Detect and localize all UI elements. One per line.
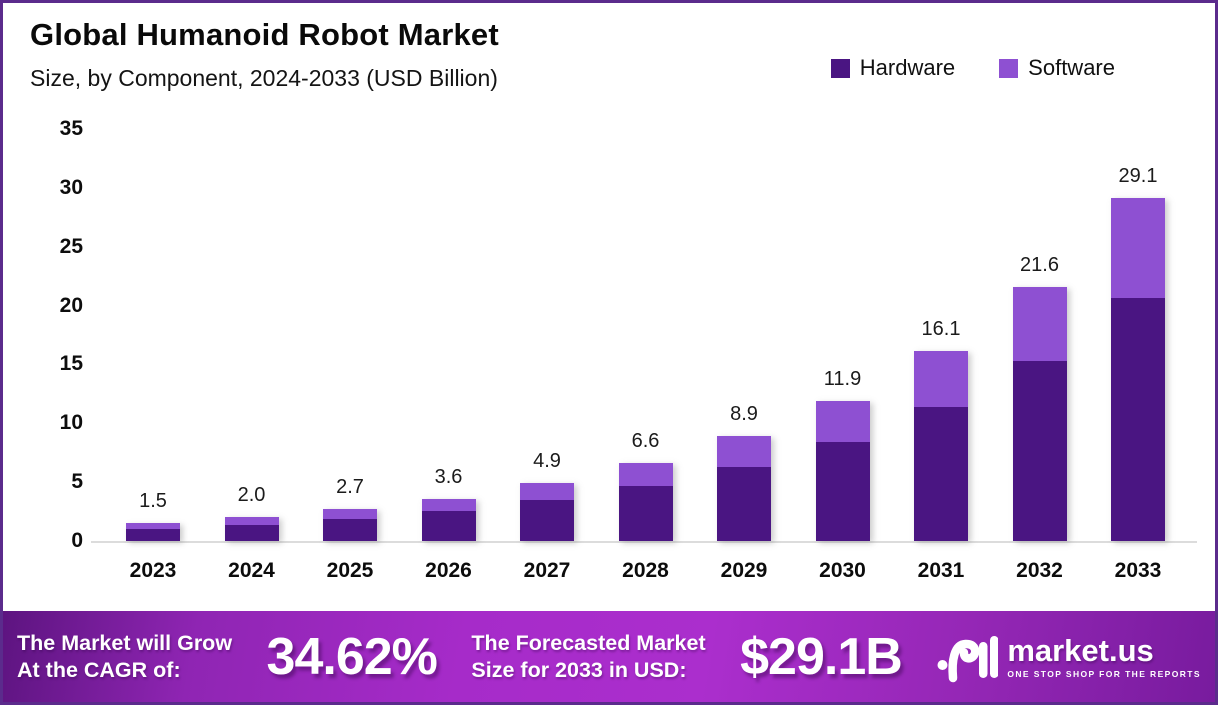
bar-segment-software (126, 523, 180, 529)
marketus-logo-icon (936, 630, 999, 684)
bar-segment-software (618, 463, 673, 487)
bar-group (1111, 198, 1165, 541)
bar-group (1012, 286, 1067, 541)
chart-legend: Hardware Software (830, 55, 1115, 81)
x-axis-tick-label: 2024 (228, 559, 275, 582)
bar-segment-hardware (618, 486, 673, 541)
bar-segment-software (914, 351, 968, 407)
page-subtitle: Size, by Component, 2024-2033 (USD Billi… (30, 65, 498, 91)
legend-item-hardware: Hardware (830, 55, 956, 81)
x-axis-tick-label: 2033 (1114, 559, 1162, 582)
software-swatch-icon (999, 58, 1019, 78)
page-title: Global Humanoid Robot Market (30, 17, 499, 52)
bar-value-label: 21.6 (1020, 253, 1059, 276)
hardware-swatch-icon (830, 58, 850, 78)
x-axis-tick-label: 2026 (425, 559, 472, 582)
bar-value-label: 1.5 (139, 490, 167, 513)
cagr-value: 34.62% (266, 627, 438, 686)
x-axis-tick-label: 2023 (129, 559, 177, 582)
bar-value-label: 3.6 (434, 465, 463, 488)
bar-segment-software (224, 517, 279, 525)
forecast-label-line1: The Forecasted Market (471, 631, 706, 656)
bar-value-label: 2.0 (237, 484, 266, 507)
bar-segment-hardware (224, 524, 279, 541)
y-axis-tick-label: 30 (59, 175, 83, 199)
bar-segment-hardware (1012, 360, 1067, 541)
bar-segment-software (1111, 198, 1165, 299)
bar-segment-hardware (520, 500, 574, 541)
bar-segment-software (520, 483, 574, 501)
bar-value-label: 16.1 (921, 318, 961, 341)
y-axis-tick-label: 25 (59, 234, 83, 258)
y-axis-tick-label: 10 (59, 411, 83, 435)
bar-segment-software (1012, 286, 1067, 361)
bar-segment-hardware (717, 466, 771, 541)
bar-segment-software (717, 436, 771, 467)
bar-value-label: 29.1 (1118, 165, 1158, 188)
bar-segment-software (421, 498, 476, 511)
forecast-value: $29.1B (740, 627, 903, 686)
x-axis-tick-label: 2028 (622, 559, 669, 582)
cagr-label-line1: The Market will Grow (17, 631, 233, 656)
bar-segment-hardware (126, 528, 180, 541)
bar-group (914, 351, 968, 541)
y-axis-tick-label: 0 (71, 529, 83, 552)
bar-segment-hardware (815, 442, 870, 541)
cagr-label-line2: At the CAGR of: (17, 657, 181, 682)
bar-segment-software (815, 400, 870, 443)
bar-group (224, 517, 279, 541)
bar-segment-hardware (1111, 298, 1165, 541)
bar-value-label: 6.6 (631, 430, 660, 453)
legend-item-software: Software (999, 55, 1115, 81)
y-axis-tick-label: 15 (59, 352, 83, 376)
brand-logo: market.us ONE STOP SHOP FOR THE REPORTS (936, 630, 1201, 684)
plot-area: 0 5 10 15 20 25 30 35 1.5 2023 2.0 2024 2.7 2025 3.6 20… (3, 3, 1215, 615)
legend-label-software: Software (1028, 55, 1115, 80)
brand-name: market.us (1007, 632, 1154, 668)
bar-segment-software (323, 509, 377, 519)
bar-value-label: 4.9 (533, 450, 561, 473)
legend-label-hardware: Hardware (859, 55, 956, 80)
x-axis-tick-label: 2029 (720, 559, 768, 582)
bar-value-label: 2.7 (336, 476, 364, 499)
forecast-label: The Forecasted Market Size for 2033 in U… (471, 630, 705, 682)
forecast-label-line2: Size for 2033 in USD: (471, 657, 687, 682)
bar-value-label: 11.9 (823, 367, 862, 390)
y-axis-tick-label: 20 (59, 293, 83, 317)
x-axis-tick-label: 2027 (523, 559, 571, 582)
bar-group (126, 523, 180, 541)
bar-group (815, 400, 870, 541)
bar-segment-hardware (421, 510, 476, 541)
bar-segment-hardware (914, 406, 968, 541)
x-axis-tick-label: 2030 (819, 559, 866, 582)
bar-group (717, 436, 771, 541)
y-axis-tick-label: 35 (59, 117, 83, 140)
bar-value-label: 8.9 (730, 403, 758, 426)
footer-banner: The Market will Grow At the CAGR of: 34.… (3, 611, 1215, 702)
y-axis-tick-label: 5 (71, 470, 83, 494)
bar-group (520, 483, 574, 541)
x-axis-baseline (91, 541, 1197, 543)
x-axis-tick-label: 2031 (917, 559, 965, 582)
bar-group (323, 509, 377, 541)
x-axis-tick-label: 2025 (326, 559, 374, 582)
bar-group (618, 463, 673, 541)
cagr-label: The Market will Grow At the CAGR of: (17, 630, 232, 682)
bar-group (421, 498, 476, 541)
bar-segment-hardware (323, 518, 377, 541)
brand-tagline: ONE STOP SHOP FOR THE REPORTS (1007, 668, 1201, 679)
x-axis-tick-label: 2032 (1016, 559, 1063, 582)
